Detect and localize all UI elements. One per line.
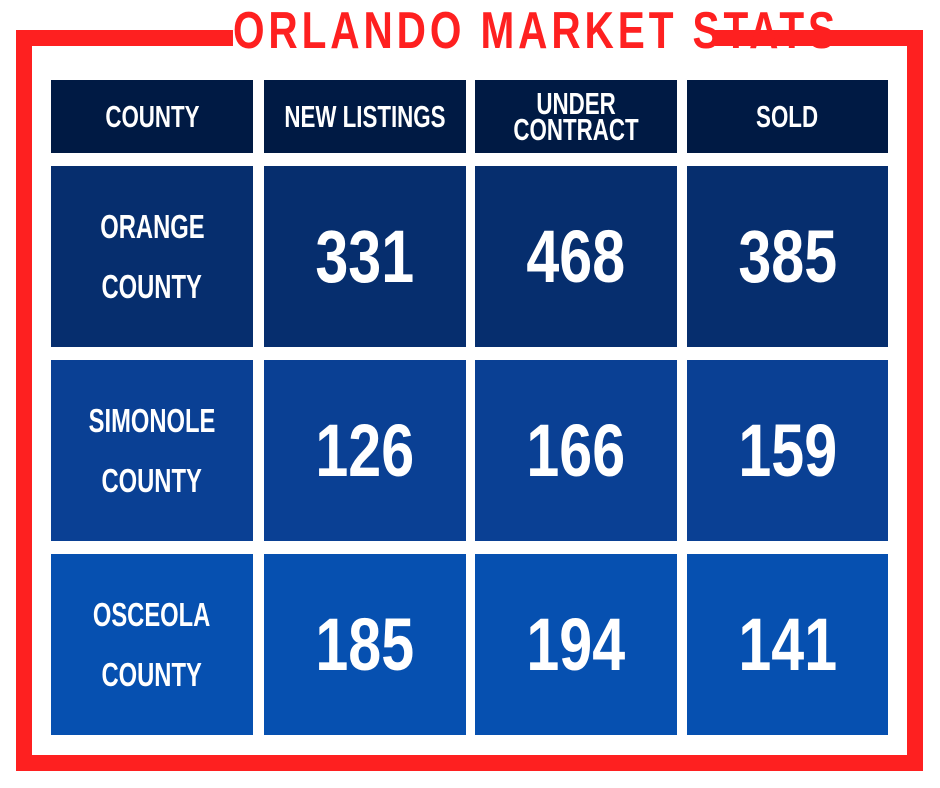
- county-name-line2: COUNTY: [101, 655, 203, 693]
- under-contract-value: 166: [526, 408, 626, 492]
- new-listings-value: 126: [315, 408, 415, 492]
- header-new-listings-label: NEW LISTINGS: [284, 98, 446, 134]
- new-listings-value: 331: [315, 214, 415, 298]
- sold-value: 385: [738, 214, 837, 298]
- sold-value: 159: [738, 408, 837, 492]
- sold-cell: 385: [687, 166, 888, 347]
- header-under-contract: UNDER CONTRACT: [475, 80, 677, 153]
- county-cell-simonole: SIMONOLE COUNTY: [51, 360, 253, 541]
- new-listings-cell: 126: [264, 360, 466, 541]
- under-contract-cell: 194: [475, 554, 677, 735]
- header-under-contract-line2: CONTRACT: [513, 111, 639, 147]
- under-contract-value: 194: [526, 602, 626, 686]
- page-title: ORLANDO MARKET STATS: [232, 0, 839, 62]
- header-sold-label: SOLD: [756, 98, 819, 134]
- county-name-line1: ORANGE: [99, 207, 205, 245]
- county-name-line2: COUNTY: [101, 461, 203, 499]
- under-contract-value: 468: [526, 214, 626, 298]
- sold-cell: 159: [687, 360, 888, 541]
- new-listings-cell: 331: [264, 166, 466, 347]
- county-name-line1: SIMONOLE: [88, 401, 216, 439]
- under-contract-cell: 468: [475, 166, 677, 347]
- sold-cell: 141: [687, 554, 888, 735]
- county-name-line1: OSCEOLA: [93, 595, 211, 633]
- county-name-line2: COUNTY: [101, 267, 203, 305]
- sold-value: 141: [738, 602, 837, 686]
- header-county: COUNTY: [51, 80, 253, 153]
- county-cell-orange: ORANGE COUNTY: [51, 166, 253, 347]
- header-under-contract-line1: UNDER: [536, 85, 616, 121]
- header-county-label: COUNTY: [104, 98, 200, 134]
- header-new-listings: NEW LISTINGS: [264, 80, 466, 153]
- new-listings-value: 185: [315, 602, 415, 686]
- under-contract-cell: 166: [475, 360, 677, 541]
- new-listings-cell: 185: [264, 554, 466, 735]
- county-cell-osceola: OSCEOLA COUNTY: [51, 554, 253, 735]
- header-sold: SOLD: [687, 80, 888, 153]
